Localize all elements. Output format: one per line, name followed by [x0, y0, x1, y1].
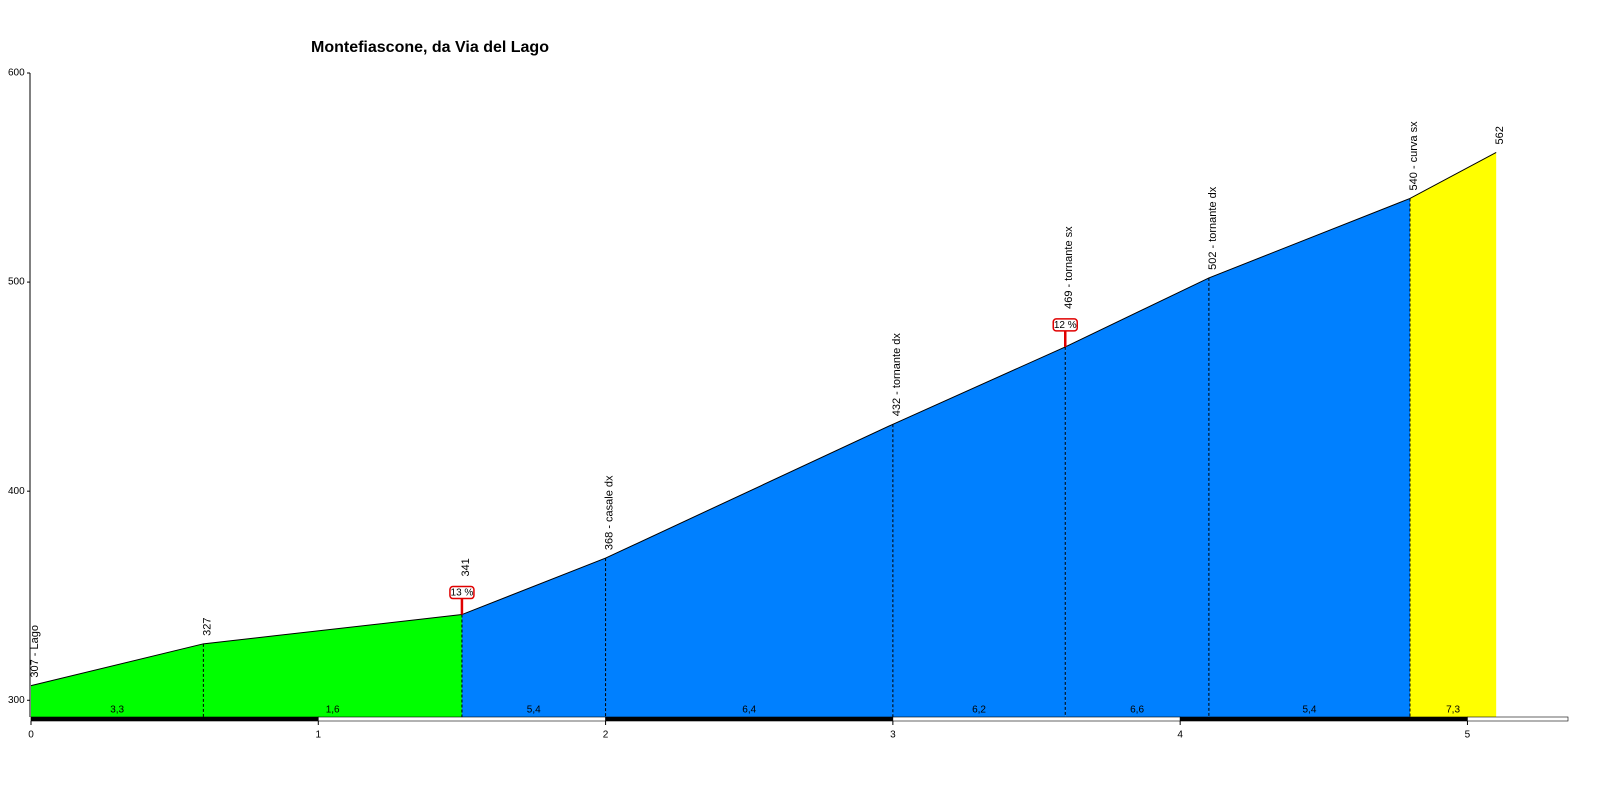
marker-label: 13 %: [451, 588, 474, 599]
y-tick-label: 300: [8, 695, 25, 706]
y-tick-label: 600: [8, 68, 25, 79]
km-strip: [1179, 716, 1468, 722]
segment-fill: [31, 643, 204, 717]
point-label: 341: [460, 558, 472, 576]
segment-fill: [461, 558, 606, 717]
marker-label: 12 %: [1054, 320, 1077, 331]
segment-fill: [605, 424, 893, 717]
point-label: 432 - tornante dx: [891, 333, 903, 417]
grade-label: 5,4: [527, 705, 541, 716]
y-tick-label: 500: [8, 277, 25, 288]
point-label: 540 - curva sx: [1408, 121, 1420, 191]
grade-label: 1,6: [326, 705, 340, 716]
grade-label: 7,3: [1446, 705, 1460, 716]
y-tick-label: 400: [8, 486, 25, 497]
grade-label: 3,3: [110, 705, 124, 716]
grade-label: 5,4: [1302, 705, 1316, 716]
km-strip: [1467, 716, 1569, 722]
segment-fill: [892, 346, 1066, 717]
x-tick-label: 1: [316, 730, 322, 741]
km-strip: [30, 716, 319, 722]
segment-fill: [1208, 198, 1410, 718]
grade-label: 6,6: [1130, 705, 1144, 716]
marker-box: [1052, 318, 1078, 332]
km-strip: [317, 716, 606, 722]
point-label: 469 - tornante sx: [1063, 226, 1075, 309]
km-strip: [892, 716, 1181, 722]
point-label: 502 - tornante dx: [1207, 186, 1219, 270]
x-tick-label: 2: [603, 730, 609, 741]
segment-fill: [1409, 152, 1497, 718]
point-label: 562: [1494, 126, 1506, 144]
point-label: 307 - Lago: [29, 625, 41, 678]
grade-label: 6,4: [742, 705, 756, 716]
point-label: 368 - casale dx: [603, 475, 615, 550]
x-tick-label: 0: [28, 730, 34, 741]
marker-box: [449, 585, 475, 600]
segment-fill: [1065, 277, 1209, 717]
x-tick-label: 4: [1177, 730, 1183, 741]
km-strip: [605, 716, 894, 722]
x-tick-label: 5: [1465, 730, 1471, 741]
segment-fill: [203, 614, 462, 717]
x-tick-label: 3: [890, 730, 896, 741]
grade-label: 6,2: [972, 705, 986, 716]
point-label: 327: [201, 617, 213, 635]
chart-title: Montefiascone, da Via del Lago: [311, 39, 549, 56]
